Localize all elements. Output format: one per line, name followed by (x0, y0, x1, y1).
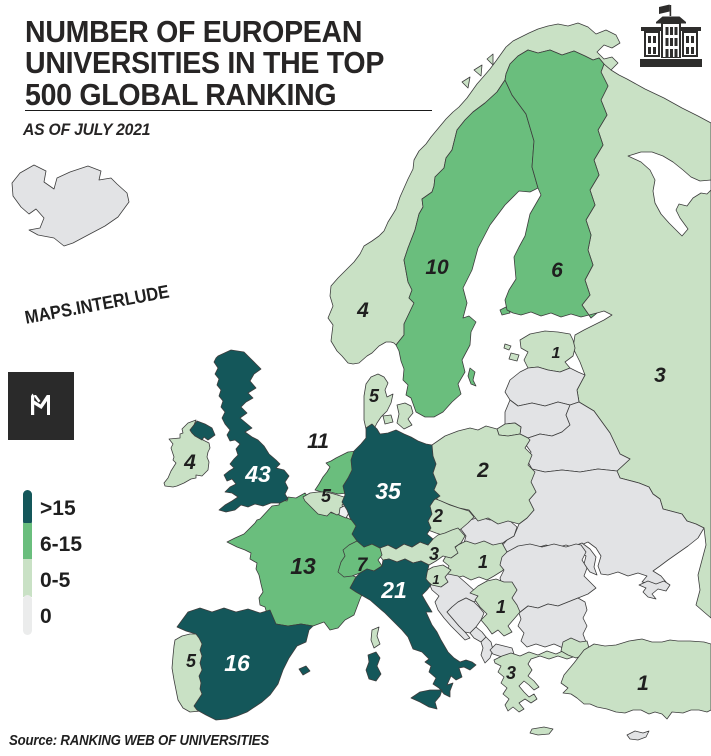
svg-text:3: 3 (654, 364, 666, 387)
svg-text:3: 3 (429, 544, 439, 564)
svg-text:13: 13 (290, 553, 316, 579)
svg-text:4: 4 (356, 299, 369, 322)
svg-text:0: 0 (40, 605, 52, 628)
svg-text:1: 1 (496, 597, 506, 617)
svg-text:1: 1 (552, 345, 561, 362)
svg-text:1: 1 (432, 572, 439, 587)
svg-text:35: 35 (375, 478, 402, 504)
svg-text:10: 10 (425, 256, 449, 279)
svg-text:43: 43 (244, 461, 271, 487)
svg-text:5: 5 (321, 486, 332, 506)
svg-text:6-15: 6-15 (40, 533, 82, 556)
svg-text:6: 6 (551, 259, 563, 282)
svg-text:1: 1 (478, 552, 488, 572)
svg-text:2: 2 (432, 506, 443, 526)
svg-text:5: 5 (186, 651, 197, 671)
svg-text:5: 5 (369, 386, 380, 406)
svg-text:4: 4 (183, 451, 196, 474)
svg-text:2: 2 (476, 459, 489, 482)
svg-text:>15: >15 (40, 497, 76, 520)
svg-text:16: 16 (224, 650, 250, 676)
svg-text:3: 3 (506, 663, 516, 683)
svg-text:21: 21 (380, 577, 407, 603)
svg-text:11: 11 (307, 430, 329, 453)
svg-text:7: 7 (357, 555, 369, 576)
svg-text:0-5: 0-5 (40, 569, 71, 592)
svg-text:1: 1 (637, 672, 649, 695)
